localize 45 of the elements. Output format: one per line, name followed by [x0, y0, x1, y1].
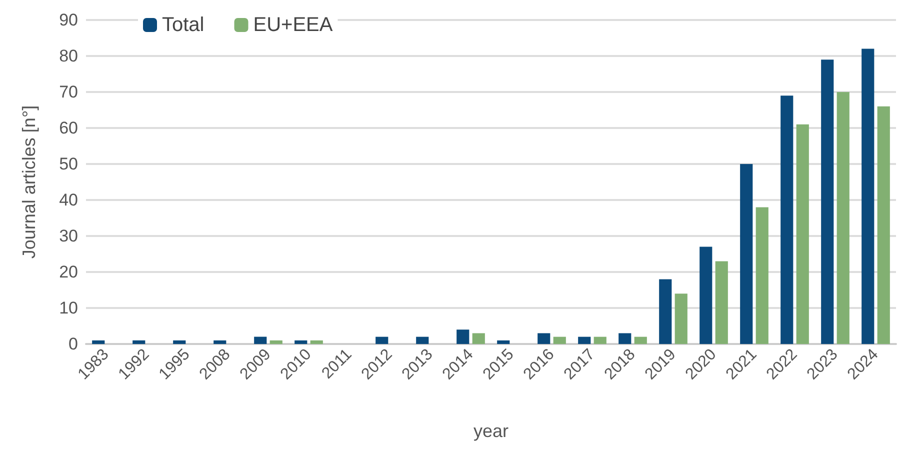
legend-label: Total	[162, 14, 204, 36]
bar	[173, 340, 186, 344]
y-tick-label: 60	[59, 118, 78, 138]
bar	[796, 124, 809, 344]
y-tick-label: 30	[59, 226, 78, 246]
legend-label: EU+EEA	[253, 14, 334, 36]
bar	[594, 336, 606, 344]
bar	[270, 340, 282, 344]
bar	[780, 96, 794, 344]
x-axis-title: year	[473, 421, 509, 441]
y-tick-label: 70	[59, 82, 78, 102]
bar	[836, 92, 850, 344]
bar	[92, 340, 105, 344]
y-tick-label: 20	[59, 262, 78, 282]
bar	[254, 336, 267, 344]
bar	[634, 336, 647, 344]
bar	[877, 106, 890, 344]
bar	[578, 336, 591, 344]
bar	[756, 207, 768, 344]
bar	[553, 336, 566, 344]
bar	[376, 336, 388, 344]
bar	[416, 336, 429, 344]
bar	[618, 333, 632, 344]
y-axis-title: Journal articles [n°]	[19, 105, 39, 259]
bar	[214, 340, 226, 344]
bar	[659, 279, 672, 344]
bar	[862, 48, 874, 344]
y-tick-label: 90	[59, 10, 78, 30]
bar	[132, 340, 146, 344]
bar	[715, 261, 728, 344]
bar	[538, 333, 550, 344]
y-tick-label: 10	[59, 298, 78, 318]
bar	[674, 294, 688, 344]
bar	[740, 164, 753, 344]
y-tick-label: 80	[59, 46, 78, 66]
bar	[497, 340, 510, 344]
bar	[700, 246, 712, 344]
y-tick-label: 50	[59, 154, 78, 174]
bar	[456, 330, 470, 344]
bar	[821, 60, 834, 344]
bar	[310, 340, 323, 344]
bar	[472, 333, 485, 344]
bar	[294, 340, 308, 344]
y-tick-label: 40	[59, 190, 78, 210]
y-tick-label: 0	[68, 334, 78, 354]
